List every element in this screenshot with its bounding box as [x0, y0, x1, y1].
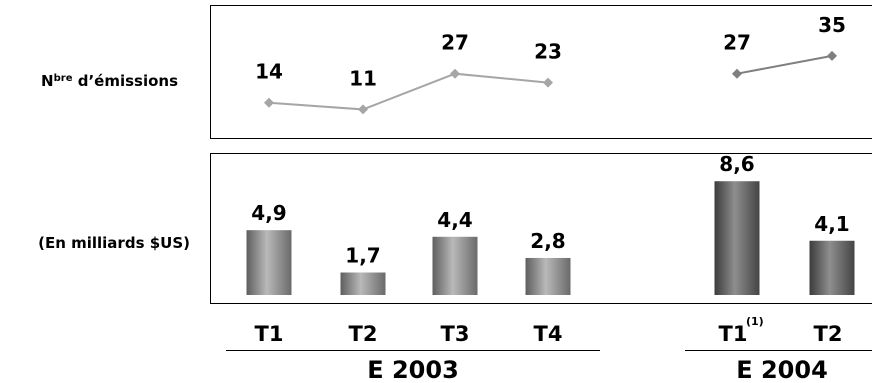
- row-label-issues: Nbre d’émissions: [41, 72, 178, 90]
- tick-label-2004-t2: T2: [814, 322, 843, 346]
- row-label-amount: (En milliards $US): [38, 234, 190, 252]
- line-panel-frame: [210, 5, 872, 139]
- data-label-issues-e2003-t3: 27: [441, 31, 469, 55]
- point-e2003-t1: [264, 97, 274, 108]
- bar-2003-t4: [525, 257, 571, 295]
- data-label-issues-e2004-t2: 35: [818, 13, 846, 37]
- tick-label-2004-t1: T1: [719, 322, 748, 346]
- bar-2003-t1: [246, 230, 292, 295]
- bar-2004-t1: [714, 181, 760, 295]
- tick-label-2003-t4: T4: [534, 322, 563, 346]
- data-label-amount-2004-t2: 4,1: [814, 212, 849, 236]
- footnote-mark: (1): [746, 315, 764, 328]
- point-e2003-t2: [358, 104, 368, 115]
- data-label-issues-e2003-t1: 14: [255, 60, 283, 84]
- series-line-e2003: [268, 72, 549, 111]
- data-label-amount-2003-t4: 2,8: [530, 229, 565, 253]
- group-label-2004: E 2004: [736, 356, 828, 383]
- data-label-issues-e2004-t1: 27: [723, 31, 751, 55]
- data-label-issues-e2003-t2: 11: [349, 66, 377, 90]
- bar-panel-frame: [210, 153, 872, 304]
- point-e2003-t4: [543, 77, 553, 88]
- bar-2003-t2: [340, 272, 386, 295]
- line-series-layer: 14 11 27 23 27 35: [255, 13, 846, 115]
- bar-2004-t2: [809, 240, 855, 295]
- point-e2004-t1: [732, 68, 742, 79]
- bars-layer: 4,9 1,7 4,4 2,8 8,6 4,1: [246, 152, 855, 295]
- data-label-amount-2003-t1: 4,9: [251, 201, 286, 225]
- data-label-amount-2003-t3: 4,4: [437, 208, 472, 232]
- point-e2004-t2: [827, 50, 837, 61]
- tick-label-2003-t2: T2: [349, 322, 378, 346]
- series-line-e2004: [736, 54, 833, 75]
- data-label-issues-e2003-t4: 23: [534, 40, 562, 64]
- group-label-2003: E 2003: [367, 356, 459, 383]
- tick-label-2003-t1: T1: [255, 322, 284, 346]
- data-label-amount-2003-t2: 1,7: [345, 244, 380, 268]
- data-label-amount-2004-t1: 8,6: [719, 152, 754, 176]
- point-e2003-t3: [450, 68, 460, 79]
- tick-label-2003-t3: T3: [441, 322, 470, 346]
- bar-2003-t3: [432, 236, 478, 295]
